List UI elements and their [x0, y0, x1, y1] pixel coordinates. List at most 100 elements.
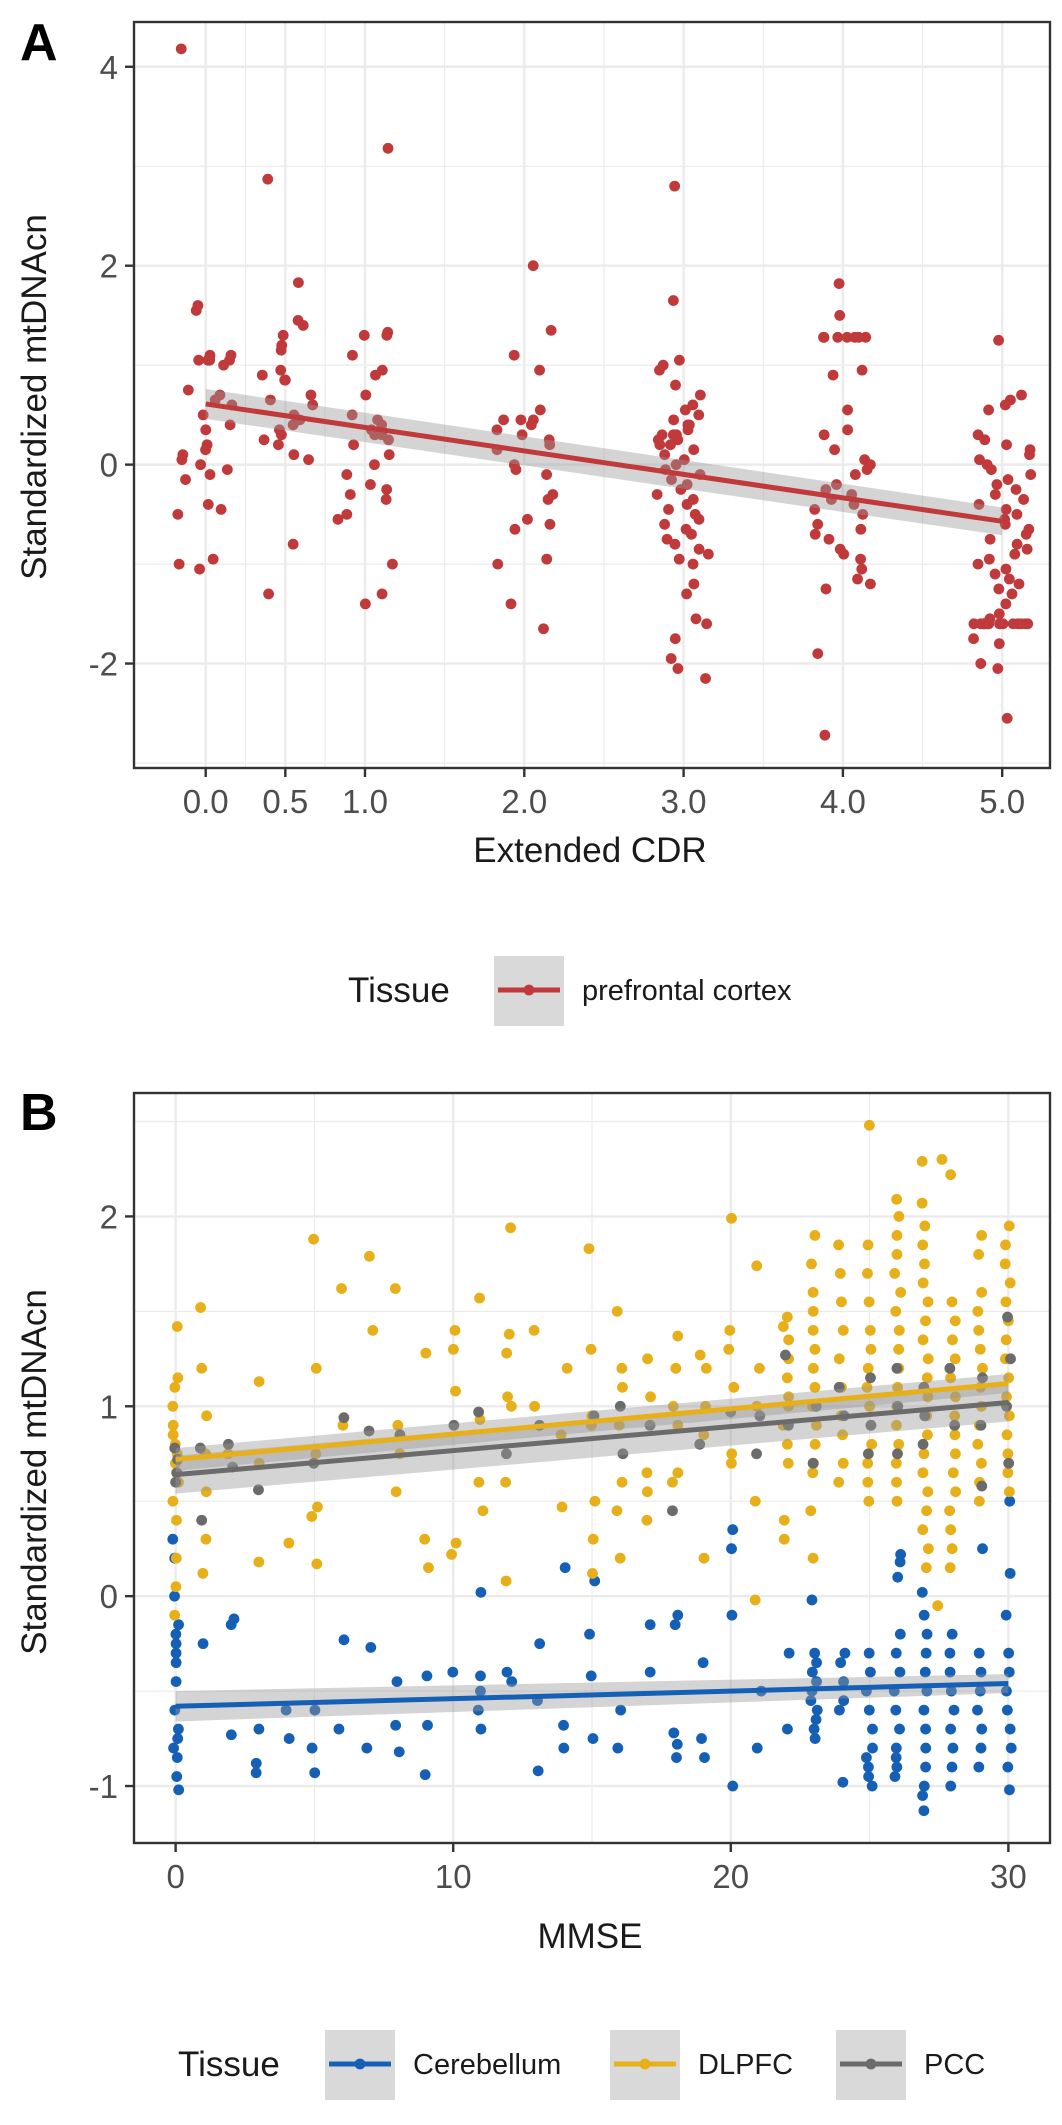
x-tick-label: 4.0 [820, 783, 866, 820]
dlpfc-point [949, 1429, 961, 1441]
cerebellum-point [250, 1767, 262, 1779]
dlpfc-point [891, 1476, 902, 1488]
prefrontal-cortex-point [855, 523, 867, 535]
dlpfc-point [528, 1324, 540, 1336]
prefrontal-cortex-point [679, 404, 691, 416]
prefrontal-cortex-point [204, 351, 216, 363]
prefrontal-cortex-point [975, 658, 987, 669]
dlpfc-point [749, 1594, 761, 1606]
panel-b-plot: 0 10 20 30 -1 0 1 2 [89, 1091, 1052, 1895]
prefrontal-cortex-point [293, 277, 304, 289]
dlpfc-point [450, 1385, 461, 1397]
cerebellum-point [1003, 1666, 1015, 1678]
cerebellum-point [806, 1666, 818, 1678]
y-tick-label: 1 [100, 1388, 118, 1425]
dlpfc-point [1001, 1391, 1012, 1403]
prefrontal-cortex-point [861, 464, 873, 475]
cerebellum-point [558, 1742, 570, 1754]
dlpfc-point [976, 1286, 988, 1298]
dlpfc-point [724, 1324, 736, 1336]
cerebellum-point [920, 1761, 932, 1773]
dlpfc-point [642, 1353, 653, 1365]
dlpfc-point [751, 1260, 763, 1272]
prefrontal-cortex-point [509, 523, 521, 535]
prefrontal-cortex-point [190, 305, 202, 316]
dlpfc-point [922, 1429, 933, 1441]
dlpfc-point [310, 1362, 322, 1374]
dlpfc-point [645, 1391, 656, 1403]
cerebellum-point [837, 1776, 849, 1788]
dlpfc-point [420, 1347, 432, 1359]
cerebellum-point [250, 1757, 262, 1769]
prefrontal-cortex-point [200, 424, 212, 436]
legend-title: Tissue [348, 971, 450, 1010]
cerebellum-point [1004, 1723, 1016, 1735]
cerebellum-point [809, 1733, 821, 1744]
cerebellum-point [391, 1676, 403, 1688]
dlpfc-point [921, 1505, 933, 1517]
prefrontal-cortex-point [262, 173, 274, 185]
prefrontal-cortex-point [669, 538, 681, 550]
pcc-point [977, 1372, 988, 1384]
dlpfc-point [310, 1448, 322, 1460]
pcc-point [338, 1412, 350, 1424]
dlpfc-point [807, 1305, 819, 1317]
prefrontal-cortex-point [654, 364, 665, 376]
prefrontal-cortex-point [195, 459, 206, 471]
prefrontal-cortex-point [694, 389, 706, 401]
prefrontal-cortex-point [193, 354, 205, 366]
dlpfc-point [890, 1457, 902, 1469]
prefrontal-cortex-point [992, 663, 1004, 674]
prefrontal-cortex-point [659, 449, 671, 461]
prefrontal-cortex-point [303, 454, 314, 466]
dlpfc-point [613, 1419, 625, 1431]
x-tick-label: 2.0 [501, 783, 547, 820]
prefrontal-cortex-point [544, 439, 556, 451]
cerebellum-point [809, 1647, 821, 1659]
pcc-point [1005, 1353, 1016, 1365]
dlpfc-point [616, 1362, 628, 1374]
prefrontal-cortex-point [659, 518, 671, 530]
dlpfc-point [976, 1457, 987, 1469]
prefrontal-cortex-point [264, 394, 276, 406]
dlpfc-point [196, 1362, 208, 1374]
dlpfc-point [837, 1457, 849, 1469]
pcc-point [448, 1419, 460, 1431]
cerebellum-point [475, 1670, 486, 1682]
dlpfc-point [862, 1267, 873, 1279]
dlpfc-point [949, 1410, 961, 1422]
dlpfc-point [974, 1343, 986, 1355]
dlpfc-point [363, 1250, 375, 1262]
dlpfc-point [949, 1315, 961, 1327]
dlpfc-point [726, 1212, 737, 1224]
cerebellum-point [975, 1666, 987, 1678]
dlpfc-point [781, 1438, 793, 1450]
prefrontal-cortex-point [681, 588, 693, 600]
cerebellum-point [475, 1723, 487, 1735]
prefrontal-cortex-point [305, 389, 317, 401]
prefrontal-cortex-point [382, 142, 394, 154]
dlpfc-point [946, 1543, 958, 1555]
prefrontal-cortex-point [690, 613, 702, 625]
dlpfc-point [891, 1230, 903, 1241]
pcc-point [780, 1349, 791, 1361]
dlpfc-point [616, 1476, 628, 1488]
prefrontal-cortex-point [370, 369, 381, 381]
cerebellum-point [806, 1594, 818, 1606]
dlpfc-point [723, 1343, 735, 1355]
dlpfc-point [918, 1448, 930, 1460]
prefrontal-cortex-point [1018, 494, 1030, 505]
prefrontal-cortex-point [182, 384, 194, 396]
dlpfc-point [917, 1277, 929, 1289]
cerebellum-point [422, 1719, 433, 1731]
cerebellum-point [863, 1704, 875, 1716]
dlpfc-point [973, 1324, 985, 1336]
prefrontal-cortex-point [172, 508, 184, 520]
prefrontal-cortex-point [675, 484, 687, 495]
prefrontal-cortex-point [276, 429, 287, 441]
cerebellum-point [280, 1704, 292, 1716]
x-tick-label: 5.0 [979, 783, 1025, 820]
x-tick-label: 10 [435, 1858, 472, 1895]
prefrontal-cortex-point [688, 444, 700, 456]
